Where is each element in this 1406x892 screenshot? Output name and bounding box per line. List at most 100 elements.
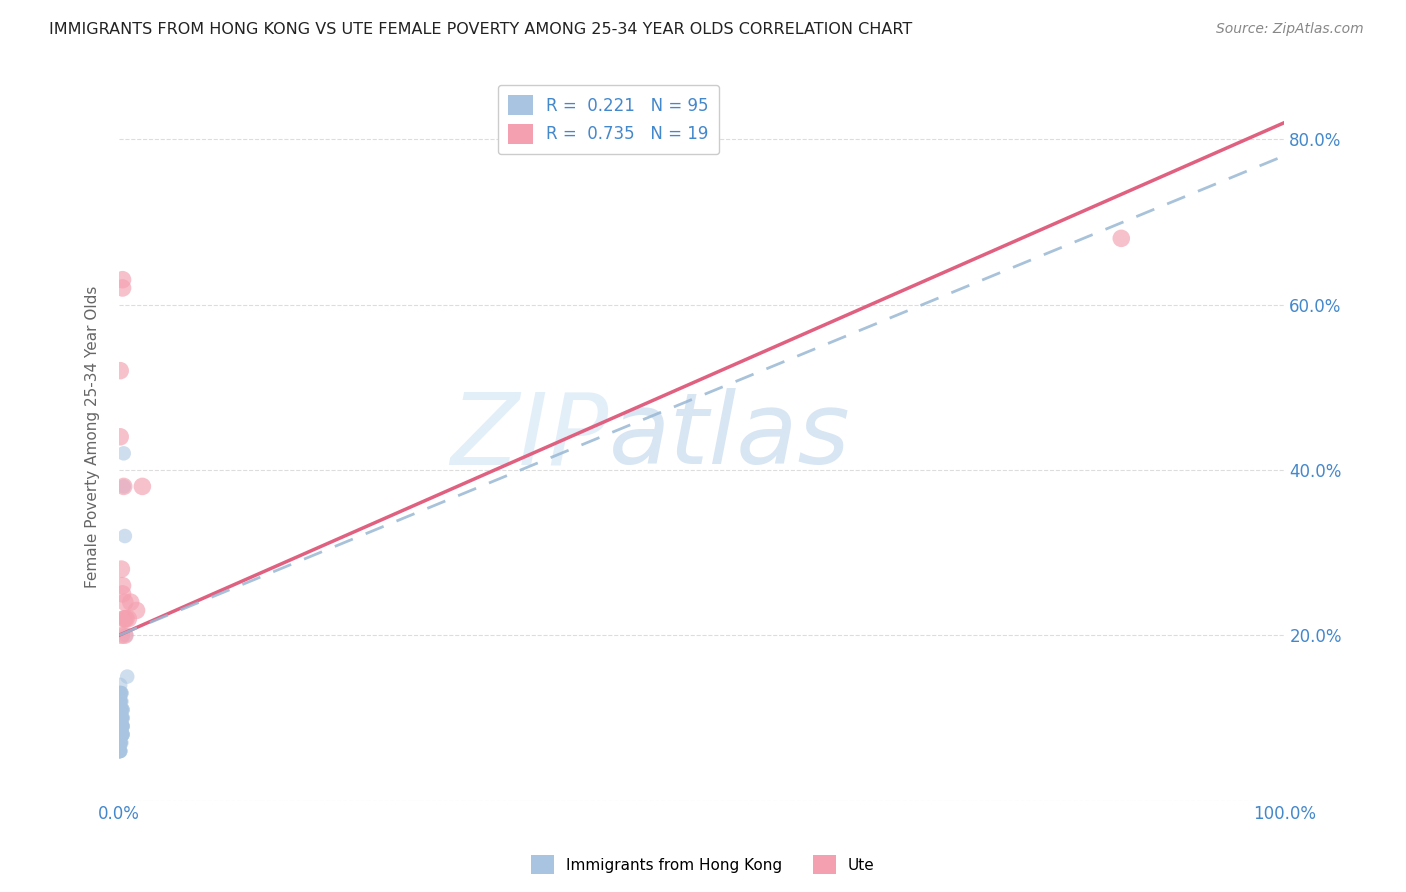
Point: [111, 703, 134, 717]
Point: [111, 711, 134, 725]
Legend: Immigrants from Hong Kong, Ute: Immigrants from Hong Kong, Ute: [524, 849, 882, 880]
Point: [108, 727, 131, 741]
Point: [115, 612, 138, 626]
Point: [108, 711, 131, 725]
Point: [108, 744, 131, 758]
Point: [110, 719, 132, 733]
Point: [110, 719, 132, 733]
Point: [131, 479, 153, 493]
Point: [110, 694, 132, 708]
Point: [110, 364, 132, 378]
Point: [110, 703, 132, 717]
Point: [110, 686, 132, 700]
Point: [110, 703, 132, 717]
Point: [110, 727, 132, 741]
Point: [108, 711, 131, 725]
Point: [110, 719, 132, 733]
Point: [114, 612, 136, 626]
Point: [110, 719, 132, 733]
Point: [110, 736, 132, 750]
Point: [110, 744, 132, 758]
Point: [110, 694, 132, 708]
Point: [111, 719, 134, 733]
Point: [110, 703, 132, 717]
Point: [110, 711, 132, 725]
Point: [110, 686, 132, 700]
Point: [110, 711, 132, 725]
Point: [110, 719, 132, 733]
Point: [110, 711, 132, 725]
Point: [110, 703, 132, 717]
Point: [108, 727, 131, 741]
Point: [108, 727, 131, 741]
Point: [110, 711, 132, 725]
Point: [108, 736, 131, 750]
Point: [108, 694, 131, 708]
Point: [110, 719, 132, 733]
Point: [112, 612, 135, 626]
Point: [110, 719, 132, 733]
Point: [111, 719, 134, 733]
Point: [115, 670, 138, 684]
Point: [108, 744, 131, 758]
Point: [111, 281, 134, 295]
Point: [117, 612, 139, 626]
Point: [111, 711, 134, 725]
Point: [112, 479, 135, 493]
Text: IMMIGRANTS FROM HONG KONG VS UTE FEMALE POVERTY AMONG 25-34 YEAR OLDS CORRELATIO: IMMIGRANTS FROM HONG KONG VS UTE FEMALE …: [49, 22, 912, 37]
Point: [114, 628, 136, 642]
Point: [110, 719, 132, 733]
Point: [110, 711, 132, 725]
Point: [110, 711, 132, 725]
Point: [114, 529, 136, 543]
Point: [110, 686, 132, 700]
Point: [108, 703, 131, 717]
Point: [108, 744, 131, 758]
Point: [108, 736, 131, 750]
Point: [110, 727, 132, 741]
Point: [110, 703, 132, 717]
Point: [110, 703, 132, 717]
Point: [111, 727, 134, 741]
Point: [1109, 231, 1132, 245]
Point: [110, 711, 132, 725]
Point: [110, 744, 132, 758]
Point: [115, 628, 138, 642]
Point: [110, 562, 132, 576]
Point: [108, 694, 131, 708]
Point: [110, 694, 132, 708]
Point: [108, 736, 131, 750]
Point: [110, 703, 132, 717]
Point: [110, 736, 132, 750]
Point: [111, 587, 134, 601]
Legend: R =  0.221   N = 95, R =  0.735   N = 19: R = 0.221 N = 95, R = 0.735 N = 19: [498, 85, 718, 154]
Point: [110, 744, 132, 758]
Point: [110, 736, 132, 750]
Point: [108, 736, 131, 750]
Point: [110, 686, 132, 700]
Point: [110, 719, 132, 733]
Point: [110, 694, 132, 708]
Point: [110, 711, 132, 725]
Point: [111, 273, 134, 287]
Point: [108, 727, 131, 741]
Point: [112, 479, 135, 493]
Point: [110, 628, 132, 642]
Point: [111, 727, 134, 741]
Point: [110, 736, 132, 750]
Point: [110, 736, 132, 750]
Point: [110, 711, 132, 725]
Point: [110, 727, 132, 741]
Point: [108, 703, 131, 717]
Point: [110, 719, 132, 733]
Text: Source: ZipAtlas.com: Source: ZipAtlas.com: [1216, 22, 1364, 37]
Point: [111, 727, 134, 741]
Point: [108, 736, 131, 750]
Point: [110, 736, 132, 750]
Point: [110, 686, 132, 700]
Text: atlas: atlas: [609, 388, 851, 485]
Point: [108, 744, 131, 758]
Point: [114, 595, 136, 609]
Point: [110, 678, 132, 692]
Point: [110, 703, 132, 717]
